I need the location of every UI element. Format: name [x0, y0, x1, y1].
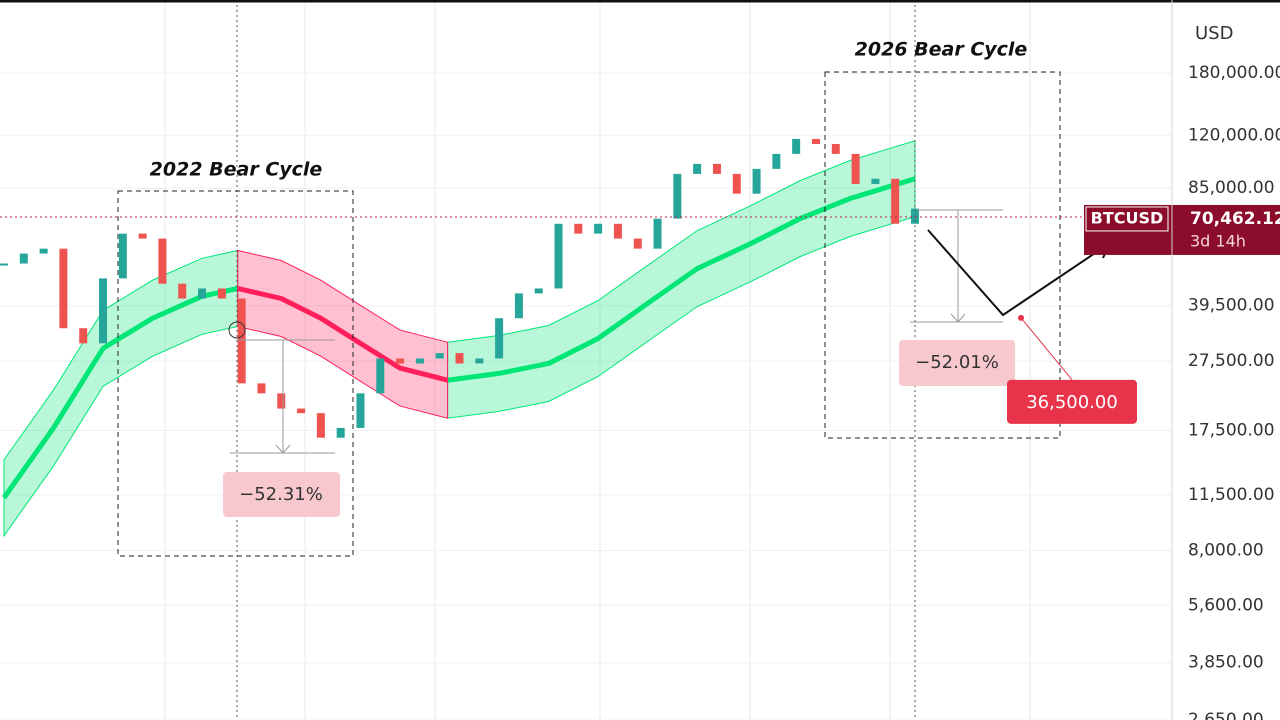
symbol: BTCUSD: [1091, 208, 1164, 227]
candle: [831, 143, 840, 154]
candle: [475, 358, 484, 364]
candle: [732, 173, 741, 194]
candle: [39, 248, 48, 254]
y-tick-label: 8,000.00: [1188, 541, 1264, 561]
candle: [297, 408, 306, 414]
band-center: [237, 286, 449, 383]
y-tick-label: 2,650.00: [1188, 710, 1264, 720]
measure: [228, 321, 335, 454]
candle: [79, 328, 88, 344]
y-tick-label: 3,850.00: [1188, 653, 1264, 673]
y-tick-label: 11,500.00: [1188, 485, 1275, 505]
candle: [435, 353, 444, 359]
candle: [138, 233, 147, 239]
candle: [237, 298, 246, 384]
change-box: [899, 340, 1015, 386]
last-price: 70,462.12: [1190, 209, 1280, 229]
candle: [316, 413, 325, 438]
annotation: 2022 Bear Cycle: [150, 159, 323, 181]
candle: [871, 178, 880, 184]
price-axis: 180,000.00 120,000.00 85,000.00 39,500.00 27…: [1188, 63, 1280, 720]
y-tick-label: 27,500.00: [1188, 351, 1275, 371]
candle: [534, 288, 543, 294]
candle: [356, 393, 365, 428]
candle: [891, 178, 900, 224]
candle: [851, 153, 860, 184]
y-tick-label: 85,000.00: [1188, 178, 1275, 198]
candle: [594, 223, 603, 234]
candle: [158, 238, 167, 284]
candle: [613, 223, 622, 239]
candle: [811, 138, 820, 144]
candle: [19, 253, 28, 264]
target-box: [1007, 379, 1137, 424]
candle: [0, 263, 8, 266]
change-box: [223, 472, 340, 517]
measure: [910, 209, 1003, 323]
candle: [455, 353, 464, 364]
candle: [59, 248, 68, 329]
candle: [257, 383, 266, 394]
currency[interactable]: USD: [1195, 23, 1233, 44]
projection-arrow: [927, 229, 1111, 317]
candle: [495, 318, 504, 359]
candle: [118, 233, 127, 279]
target-label: 36,500.00: [1026, 392, 1118, 413]
candle: [752, 168, 761, 194]
y-tick-label: 39,500.00: [1188, 296, 1275, 316]
horizontal-grid: [0, 72, 1172, 720]
price-tag: [1084, 204, 1280, 255]
candle: [574, 223, 583, 234]
cycle-box: [824, 71, 1061, 439]
vertical-grid: [164, 0, 1031, 720]
candle: [376, 358, 385, 394]
candle: [217, 288, 226, 299]
band-layer: [1, 140, 916, 538]
symbol-tag: [1085, 206, 1169, 232]
candle: [693, 163, 702, 174]
candle: [198, 288, 207, 299]
candle: [772, 153, 781, 169]
candle: [653, 218, 662, 249]
countdown: 3d 14h: [1190, 231, 1246, 250]
candle: [633, 238, 642, 249]
candle: [99, 278, 108, 344]
candle: [712, 163, 721, 174]
candle: [415, 358, 424, 364]
candle: [336, 427, 345, 438]
candle: [792, 138, 801, 154]
y-tick-label: 120,000.00: [1188, 125, 1280, 145]
y-tick-label: 17,500.00: [1188, 421, 1275, 441]
target-leader: [1020, 317, 1073, 381]
candle: [396, 358, 405, 364]
annotation: 2026 Bear Cycle: [855, 39, 1028, 61]
candle: [554, 223, 563, 289]
y-tick-label: 5,600.00: [1188, 595, 1264, 615]
candle: [178, 283, 187, 299]
cycle-box: [117, 190, 354, 557]
candle: [277, 393, 286, 409]
candle: [514, 293, 523, 319]
change-label: −52.31%: [239, 484, 323, 505]
candle: [673, 173, 682, 219]
change-label: −52.01%: [915, 352, 999, 373]
y-tick-label: 180,000.00: [1188, 63, 1280, 83]
band-center: [1, 286, 239, 500]
overlay: BTCUSD 70,462.12 3d 14h 36,500.00: [0, 204, 1280, 424]
